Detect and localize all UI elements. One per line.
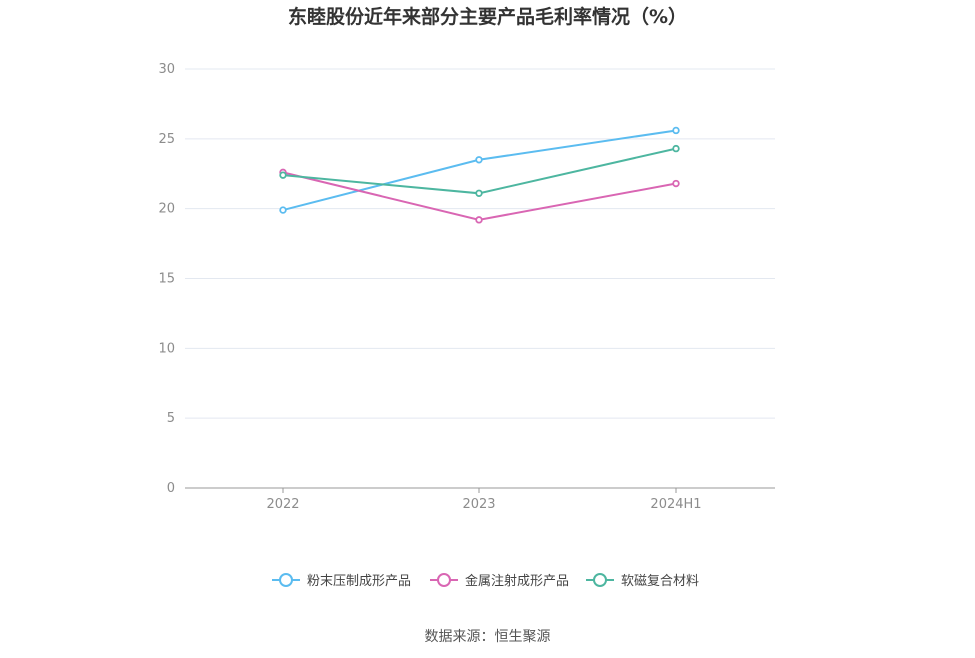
y-tick-label: 10 <box>158 341 175 356</box>
y-axis-ticks: 0 5 10 15 20 25 30 <box>158 62 175 496</box>
x-tick-label: 2023 <box>462 497 495 512</box>
chart-title: 东睦股份近年来部分主要产品毛利率情况（%） <box>287 6 688 28</box>
x-tick-label: 2022 <box>266 497 299 512</box>
y-tick-label: 30 <box>158 62 175 77</box>
y-tick-label: 25 <box>158 132 175 147</box>
legend-marker <box>279 573 293 587</box>
legend-item-1[interactable]: 金属注射成形产品 <box>430 573 569 589</box>
source-note: 数据来源：恒生聚源 <box>424 629 551 645</box>
data-point <box>475 189 483 198</box>
data-point <box>279 171 287 179</box>
data-point <box>475 216 483 224</box>
legend: 粉末压制成形产品 金属注射成形产品 软磁复合材料 <box>272 573 699 589</box>
x-axis: 2022 2023 2024H1 <box>185 487 775 512</box>
legend-marker <box>437 573 451 587</box>
legend-label: 金属注射成形产品 <box>465 573 569 589</box>
legend-label: 粉末压制成形产品 <box>307 574 411 589</box>
x-tick-label: 2024H1 <box>650 497 701 512</box>
grid-lines <box>185 68 775 419</box>
data-point <box>279 206 287 214</box>
series-line-0 <box>282 129 677 212</box>
legend-label: 软磁复合材料 <box>621 574 699 589</box>
data-point <box>475 156 483 164</box>
legend-item-2[interactable]: 软磁复合材料 <box>586 573 699 589</box>
data-point <box>672 179 680 188</box>
y-tick-label: 5 <box>167 411 175 426</box>
y-tick-label: 20 <box>158 202 175 217</box>
legend-item-0[interactable]: 粉末压制成形产品 <box>272 573 411 589</box>
data-point <box>672 126 680 135</box>
series-lines <box>279 126 680 224</box>
y-tick-label: 15 <box>158 272 175 287</box>
legend-marker <box>593 573 607 587</box>
data-point <box>672 144 680 153</box>
y-tick-label: 0 <box>167 481 175 496</box>
